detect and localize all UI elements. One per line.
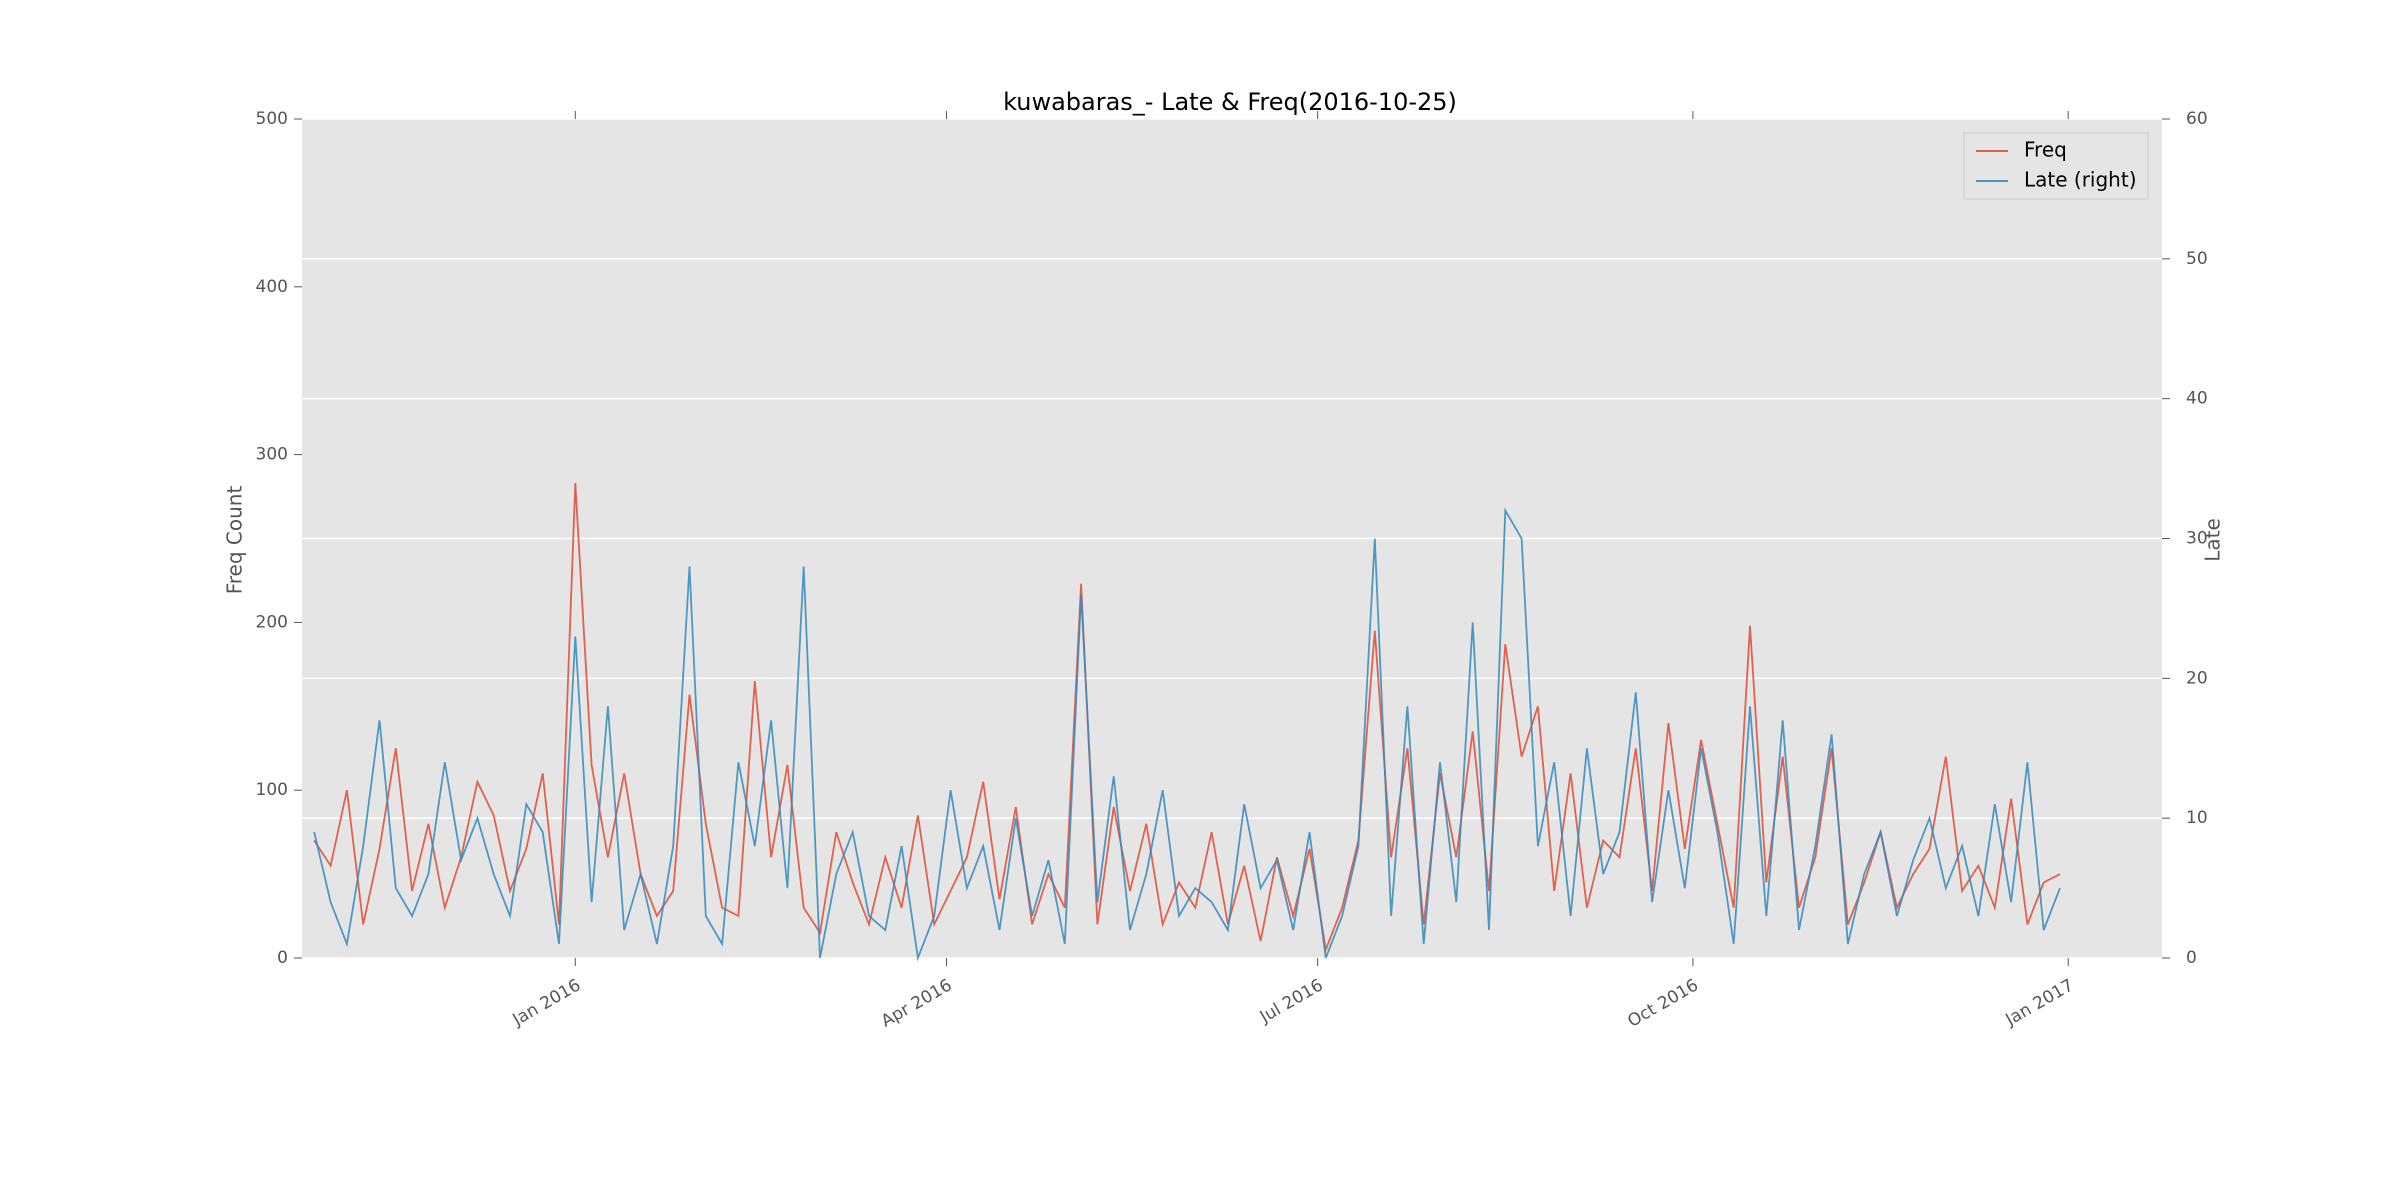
y-tick-label: 0 bbox=[277, 948, 288, 968]
x-tick-label: Jan 2017 bbox=[2001, 975, 2077, 1030]
y2-tick-label: 60 bbox=[2186, 109, 2208, 129]
y-axis-label: Freq Count bbox=[223, 486, 247, 595]
x-tick-label: Jul 2016 bbox=[1256, 975, 1327, 1027]
legend-label: Late (right) bbox=[2024, 168, 2137, 192]
series-line bbox=[313, 483, 2061, 954]
legend-label: Freq bbox=[2024, 138, 2067, 162]
x-tick-label: Apr 2016 bbox=[878, 975, 956, 1031]
y2-tick-label: 40 bbox=[2186, 389, 2208, 409]
chart-title: kuwabaras_- Late & Freq(2016-10-25) bbox=[1003, 88, 1457, 116]
y-tick-label: 300 bbox=[256, 445, 288, 465]
series-line bbox=[313, 507, 2061, 962]
y2-axis-label: Late bbox=[2201, 518, 2225, 562]
legend-box bbox=[1963, 132, 2149, 200]
y-tick-label: 100 bbox=[256, 780, 288, 800]
y-tick-label: 500 bbox=[256, 109, 288, 129]
y2-tick-label: 10 bbox=[2186, 808, 2208, 828]
y2-tick-label: 0 bbox=[2186, 948, 2197, 968]
y2-tick-label: 20 bbox=[2186, 668, 2208, 688]
y2-tick-label: 50 bbox=[2186, 249, 2208, 269]
y2-tick-label: 30 bbox=[2186, 529, 2208, 549]
y-tick-label: 200 bbox=[256, 612, 288, 632]
y-tick-label: 400 bbox=[256, 277, 288, 297]
x-tick-label: Jan 2016 bbox=[509, 975, 585, 1030]
x-tick-label: Oct 2016 bbox=[1624, 975, 1702, 1031]
